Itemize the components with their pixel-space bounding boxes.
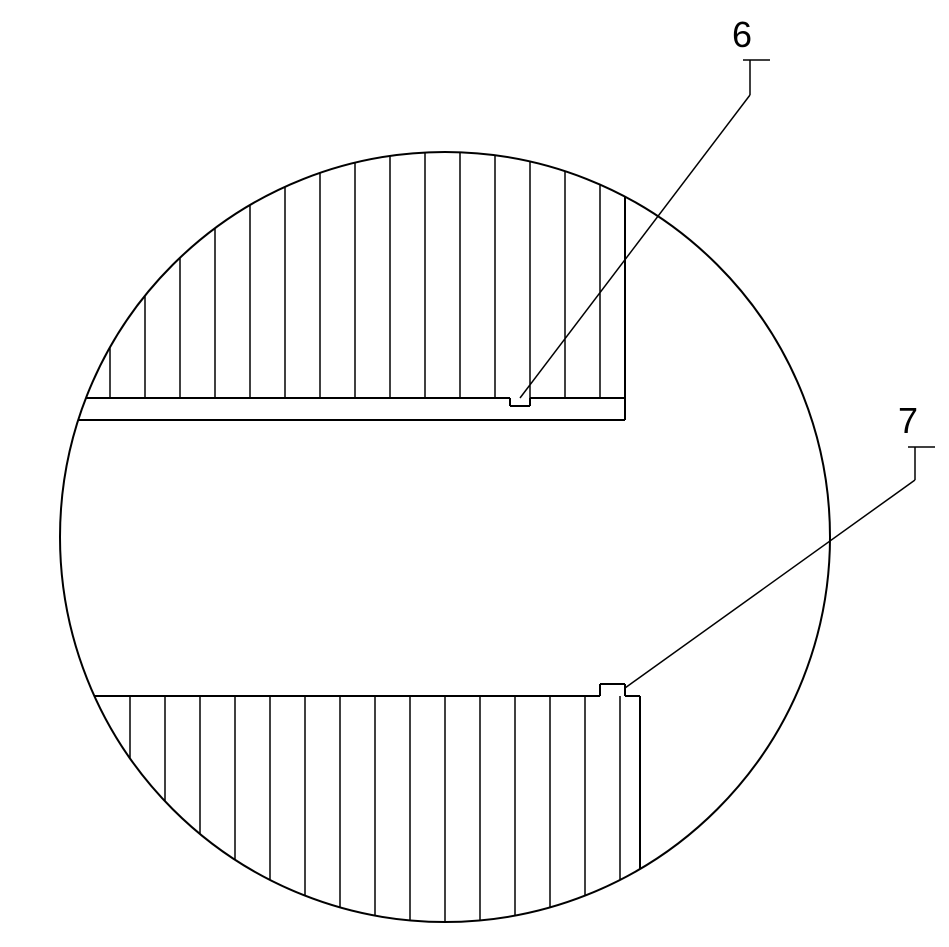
technical-diagram: 6 7 [0, 0, 949, 942]
upper-section [50, 150, 625, 420]
lower-section [50, 684, 640, 925]
label-6: 6 [732, 14, 752, 56]
leader-6 [520, 60, 770, 398]
diagram-svg [0, 0, 949, 942]
label-7: 7 [898, 400, 918, 442]
leader-7 [625, 447, 935, 688]
